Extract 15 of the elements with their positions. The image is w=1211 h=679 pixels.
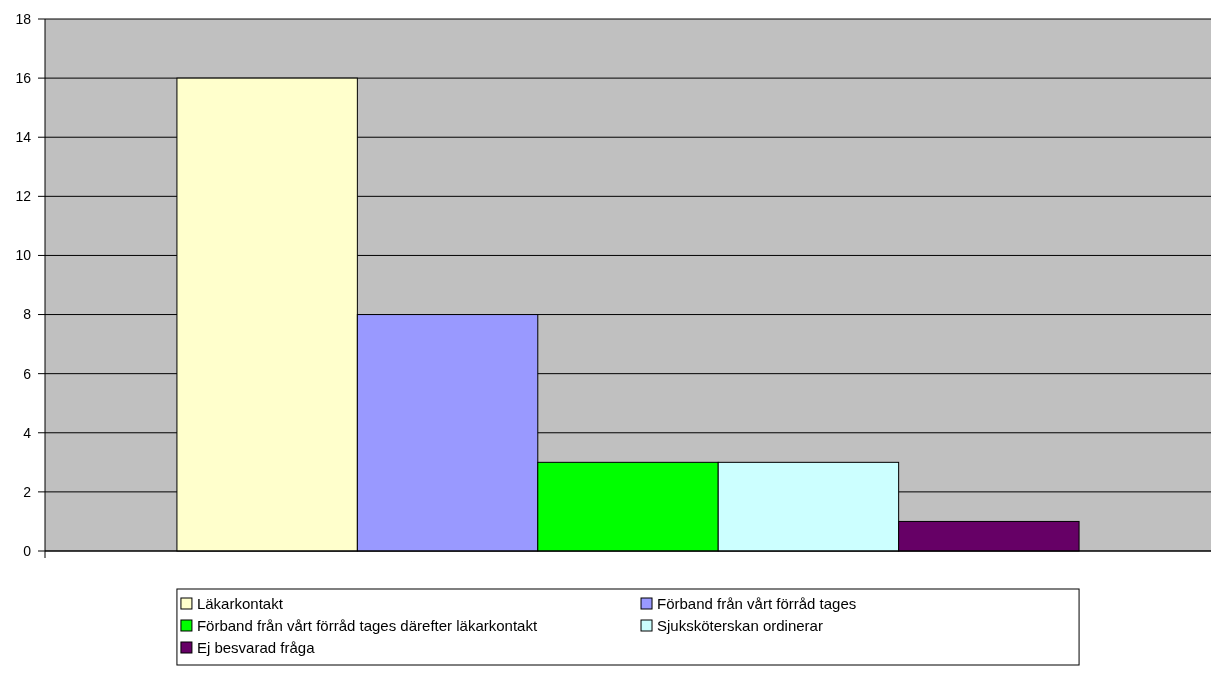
y-tick-label: 0 [23,542,32,559]
legend-label: Sjuksköterskan ordinerar [657,617,823,634]
y-tick-label: 2 [23,483,32,500]
y-tick-label: 18 [15,10,32,27]
y-tick-label: 10 [15,247,32,264]
y-tick-label: 12 [15,188,32,205]
y-tick-label: 6 [23,365,32,382]
legend-label: Förband från vårt förråd tages därefter läkarkontakt [196,617,538,634]
legend-label: Förband från vårt förråd tages [657,595,857,612]
y-tick-label: 16 [15,70,32,87]
y-tick-label: 14 [15,129,32,146]
y-tick-label: 8 [23,306,32,323]
legend-label: Läkarkontakt [196,595,284,612]
y-tick-label: 4 [23,424,32,441]
legend-label: Ej besvarad fråga [196,639,316,656]
